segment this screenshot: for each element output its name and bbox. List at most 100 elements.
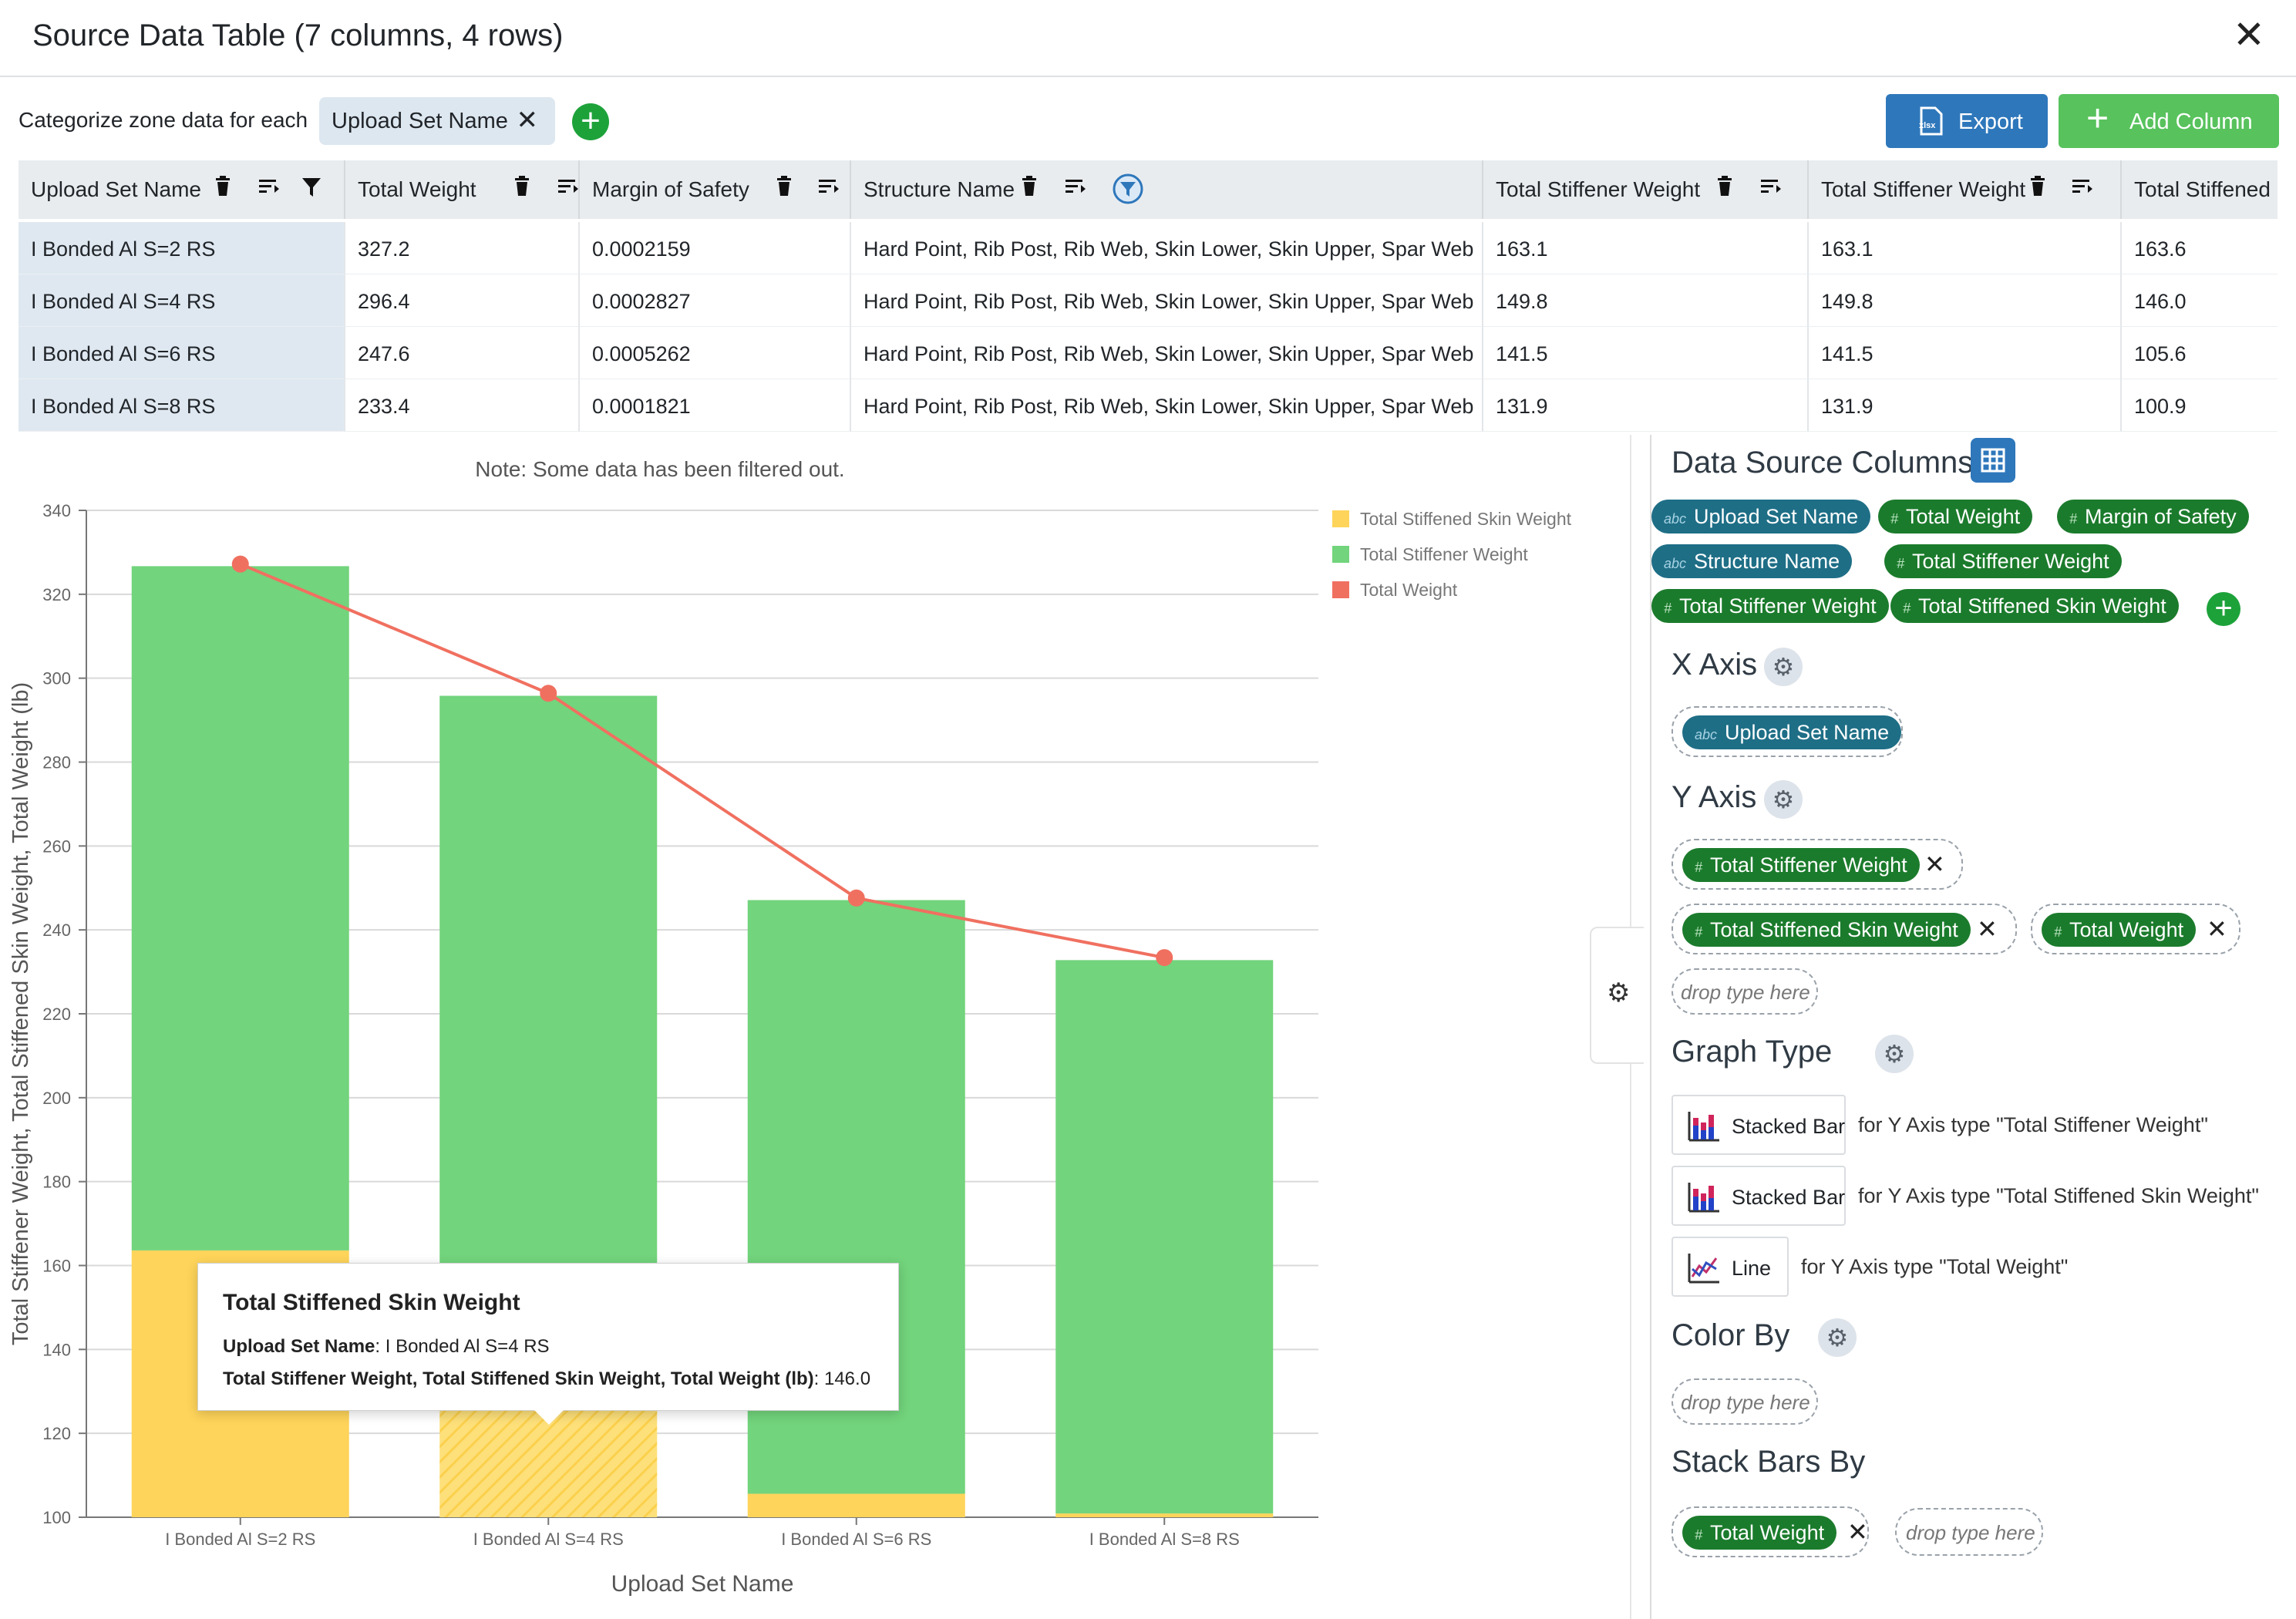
remove-y-item-icon[interactable]: ✕ xyxy=(1924,850,1945,878)
column-pill[interactable]: # Total Weight xyxy=(1682,1516,1837,1550)
table-cell[interactable]: I Bonded Al S=6 RS xyxy=(19,327,345,379)
table-cell[interactable]: 163.6 xyxy=(2122,222,2277,274)
y-axis-empty-dropzone[interactable]: drop type here xyxy=(1672,968,1818,1015)
delete-column-icon[interactable] xyxy=(776,176,793,204)
table-cell[interactable]: 247.6 xyxy=(345,327,580,379)
delete-column-icon[interactable] xyxy=(214,176,231,204)
graph-type-label: Line xyxy=(1732,1257,1772,1280)
categorize-chip[interactable]: Upload Set Name ✕ xyxy=(319,97,555,145)
table-cell[interactable]: 327.2 xyxy=(345,222,580,274)
table-cell[interactable]: 100.9 xyxy=(2122,379,2277,432)
add-data-column-button[interactable]: + xyxy=(2207,592,2240,626)
graph-type-selector[interactable]: Line xyxy=(1672,1237,1789,1297)
export-button[interactable]: xlsx Export xyxy=(1886,94,2048,148)
column-pill[interactable]: abc Upload Set Name xyxy=(1682,715,1902,749)
sort-icon[interactable] xyxy=(258,176,281,204)
table-cell[interactable]: Hard Point, Rib Post, Rib Web, Skin Lowe… xyxy=(851,274,1483,327)
y-axis-dropzone[interactable] xyxy=(1672,839,1963,890)
stack-bars-dropzone[interactable] xyxy=(1672,1506,1869,1557)
table-cell[interactable]: Hard Point, Rib Post, Rib Web, Skin Lowe… xyxy=(851,379,1483,432)
table-cell[interactable]: 149.8 xyxy=(1483,274,1809,327)
column-header[interactable]: Upload Set Name xyxy=(19,160,345,219)
column-pill[interactable]: abc Upload Set Name xyxy=(1651,500,1871,533)
x-axis-dropzone[interactable] xyxy=(1672,706,1903,757)
table-cell[interactable]: 0.0002159 xyxy=(580,222,851,274)
table-cell[interactable]: 296.4 xyxy=(345,274,580,327)
close-icon[interactable]: ✕ xyxy=(2233,13,2265,56)
y-axis-settings-gear-icon[interactable]: ⚙ xyxy=(1764,780,1803,819)
column-header[interactable]: Total Stiffened xyxy=(2122,160,2277,219)
sort-icon[interactable] xyxy=(557,176,578,204)
table-cell[interactable]: Hard Point, Rib Post, Rib Web, Skin Lowe… xyxy=(851,222,1483,274)
table-cell[interactable]: 146.0 xyxy=(2122,274,2277,327)
column-pill[interactable]: # Total Stiffener Weight xyxy=(1682,848,1920,882)
sort-icon[interactable] xyxy=(1759,176,1783,204)
stacked-bar-chart-icon xyxy=(1687,1110,1721,1148)
color-by-dropzone[interactable]: drop type here xyxy=(1672,1378,1818,1425)
x-axis-settings-gear-icon[interactable]: ⚙ xyxy=(1764,648,1803,686)
export-label: Export xyxy=(1958,109,2023,134)
table-cell[interactable]: 141.5 xyxy=(1809,327,2122,379)
table-view-icon[interactable] xyxy=(1971,438,2015,483)
delete-column-icon[interactable] xyxy=(1716,176,1733,204)
delete-column-icon[interactable] xyxy=(2029,176,2046,204)
y-axis-dropzone[interactable] xyxy=(2031,904,2240,954)
y-axis-dropzone[interactable] xyxy=(1672,904,2017,954)
table-cell[interactable]: 141.5 xyxy=(1483,327,1809,379)
column-header[interactable]: Structure Name xyxy=(851,160,1483,219)
column-pill[interactable]: # Total Weight xyxy=(1878,500,2033,533)
y-tick-label: 100 xyxy=(42,1508,71,1527)
remove-category-icon[interactable]: ✕ xyxy=(516,106,539,135)
graph-type-settings-gear-icon[interactable]: ⚙ xyxy=(1875,1035,1914,1073)
column-header[interactable]: Total Weight xyxy=(345,160,580,219)
color-by-settings-gear-icon[interactable]: ⚙ xyxy=(1818,1318,1857,1357)
y-tick-label: 160 xyxy=(42,1257,71,1276)
table-cell[interactable]: 163.1 xyxy=(1483,222,1809,274)
stack-bars-empty-dropzone[interactable]: drop type here xyxy=(1895,1508,2043,1556)
graph-type-selector[interactable]: Stacked Bar xyxy=(1672,1166,1846,1226)
graph-type-selector[interactable]: Stacked Bar xyxy=(1672,1095,1846,1155)
remove-y-item-icon[interactable]: ✕ xyxy=(2207,915,2227,943)
table-cell[interactable]: I Bonded Al S=2 RS xyxy=(19,222,345,274)
table-cell[interactable]: 149.8 xyxy=(1809,274,2122,327)
table-cell[interactable]: 105.6 xyxy=(2122,327,2277,379)
column-header[interactable]: Total Stiffener Weight xyxy=(1809,160,2122,219)
y-tick-label: 180 xyxy=(42,1173,71,1192)
table-cell[interactable]: 163.1 xyxy=(1809,222,2122,274)
delete-column-icon[interactable] xyxy=(1021,176,1038,204)
table-cell[interactable]: I Bonded Al S=4 RS xyxy=(19,274,345,327)
column-pill-label: Total Weight xyxy=(1710,1521,1825,1544)
sort-icon[interactable] xyxy=(1064,176,1087,204)
table-cell[interactable]: 0.0001821 xyxy=(580,379,851,432)
column-pill[interactable]: # Margin of Safety xyxy=(2057,500,2249,533)
table-cell[interactable]: 233.4 xyxy=(345,379,580,432)
column-pill[interactable]: # Total Weight xyxy=(2042,913,2197,947)
filter-active-icon[interactable] xyxy=(1112,173,1144,211)
stack-bars-title: Stack Bars By xyxy=(1672,1445,1866,1479)
remove-y-item-icon[interactable]: ✕ xyxy=(1977,915,1998,943)
add-column-button[interactable]: + Add Column xyxy=(2059,94,2279,148)
categorize-label: Categorize zone data for each xyxy=(19,108,308,132)
table-cell[interactable]: 131.9 xyxy=(1809,379,2122,432)
column-pill[interactable]: abc Structure Name xyxy=(1651,544,1853,578)
column-header[interactable]: Margin of Safety xyxy=(580,160,851,219)
table-cell[interactable]: Hard Point, Rib Post, Rib Web, Skin Lowe… xyxy=(851,327,1483,379)
column-header[interactable]: Total Stiffener Weight xyxy=(1483,160,1809,219)
sort-icon[interactable] xyxy=(2071,176,2094,204)
delete-column-icon[interactable] xyxy=(513,176,530,204)
column-pill[interactable]: # Total Stiffened Skin Weight xyxy=(1890,589,2179,623)
column-pill[interactable]: # Total Stiffened Skin Weight xyxy=(1682,913,1971,947)
xlsx-icon-text: xlsx xyxy=(1919,121,1936,130)
sort-icon[interactable] xyxy=(817,176,840,204)
chart-title: E-E Test xyxy=(602,435,718,439)
table-cell[interactable]: 0.0005262 xyxy=(580,327,851,379)
table-cell[interactable]: I Bonded Al S=8 RS xyxy=(19,379,345,432)
table-cell[interactable]: 131.9 xyxy=(1483,379,1809,432)
filter-icon[interactable] xyxy=(301,176,322,205)
column-pill[interactable]: # Total Stiffener Weight xyxy=(1884,544,2122,578)
add-category-button[interactable]: + xyxy=(572,103,609,140)
remove-stack-item-icon[interactable]: ✕ xyxy=(1847,1518,1868,1546)
panel-toggle-gear-icon[interactable]: ⚙ xyxy=(1590,927,1644,1064)
column-pill[interactable]: # Total Stiffener Weight xyxy=(1651,589,1889,623)
table-cell[interactable]: 0.0002827 xyxy=(580,274,851,327)
